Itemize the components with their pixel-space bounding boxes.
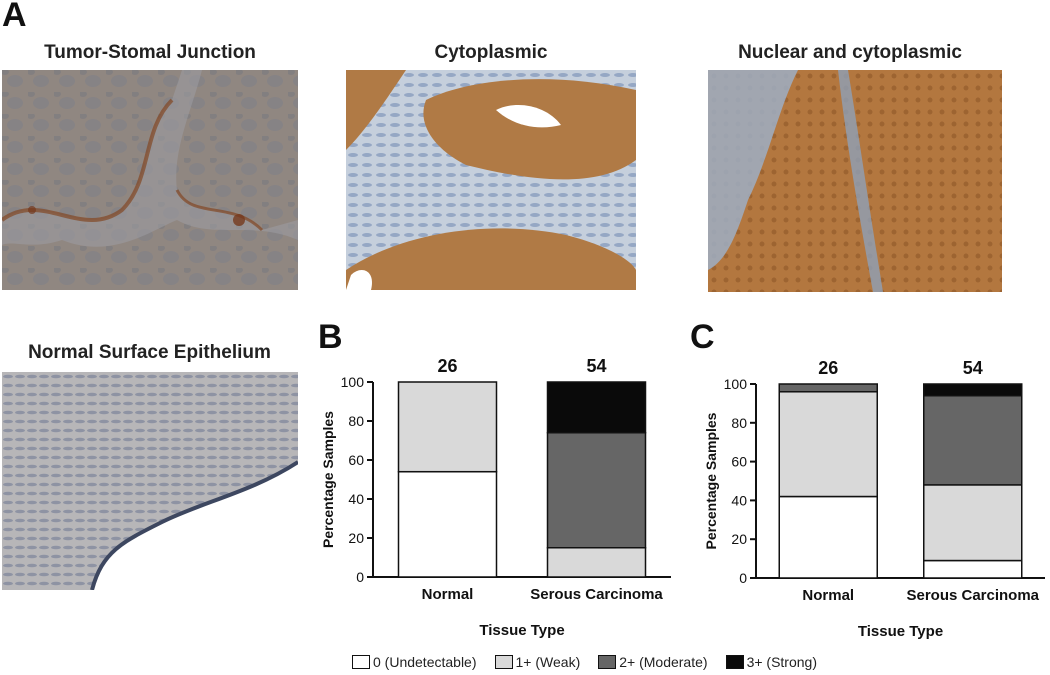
panel-letter-c: C: [690, 318, 715, 356]
micrograph-normal-surface-epithelium: [2, 372, 298, 590]
micrograph-title-tumor-stromal: Tumor-Stomal Junction: [44, 42, 256, 63]
bar-segment: [778, 391, 878, 498]
y-tick-label: 60: [348, 452, 364, 468]
y-tick-label: 20: [348, 530, 364, 546]
x-axis-title: Tissue Type: [479, 622, 564, 639]
bar-segment: [546, 547, 647, 578]
bar-segment: [923, 394, 1023, 486]
legend-item-undetectable: 0 (Undetectable): [352, 654, 477, 670]
micrograph-title-cytoplasmic: Cytoplasmic: [434, 42, 548, 63]
bar-segment: [546, 381, 647, 434]
y-tick-label: 40: [348, 491, 364, 507]
chart-legend: 0 (Undetectable) 1+ (Weak) 2+ (Moderate)…: [352, 654, 835, 670]
bar-segment: [778, 495, 878, 579]
sample-count-label: 26: [818, 358, 838, 378]
micrograph-nuclear-cytoplasmic: [708, 70, 1002, 292]
legend-swatch-moderate: [598, 655, 617, 669]
legend-item-moderate: 2+ (Moderate): [598, 654, 708, 670]
x-tick-label: Normal: [422, 586, 474, 603]
y-tick-label: 100: [341, 374, 365, 390]
legend-label-undetectable: 0 (Undetectable): [373, 654, 477, 670]
sample-count-label: 54: [586, 356, 606, 376]
legend-item-strong: 3+ (Strong): [725, 654, 817, 670]
legend-item-weak: 1+ (Weak): [494, 654, 581, 670]
y-tick-label: 40: [731, 492, 747, 508]
bar-segment: [546, 431, 647, 549]
bar-segment: [923, 383, 1023, 397]
y-axis-title: Percentage Samples: [703, 412, 719, 549]
micrograph-title-nuclear-cytoplasmic: Nuclear and cytoplasmic: [738, 42, 962, 63]
y-axis-title: Percentage Samples: [320, 411, 336, 548]
legend-label-strong: 3+ (Strong): [746, 654, 817, 670]
sample-count-label: 54: [963, 358, 983, 378]
y-tick-label: 20: [731, 531, 747, 547]
panel-letter-a: A: [2, 0, 27, 34]
micrograph-title-normal-epithelium: Normal Surface Epithelium: [28, 342, 271, 363]
bar-segment: [397, 470, 498, 578]
bar-segment: [778, 383, 878, 393]
x-axis-title: Tissue Type: [858, 623, 943, 640]
legend-swatch-weak: [494, 655, 513, 669]
sample-count-label: 26: [437, 356, 457, 376]
legend-label-moderate: 2+ (Moderate): [619, 654, 708, 670]
micrograph-cytoplasmic: [346, 70, 636, 290]
y-tick-label: 60: [731, 454, 747, 470]
legend-swatch-strong: [725, 655, 744, 669]
y-tick-label: 0: [356, 569, 364, 585]
x-tick-label: Serous Carcinoma: [906, 587, 1039, 604]
legend-label-weak: 1+ (Weak): [515, 654, 581, 670]
bar-segment: [923, 484, 1023, 562]
legend-swatch-undetectable: [352, 655, 370, 669]
y-tick-label: 80: [731, 415, 747, 431]
bar-segment: [397, 381, 498, 473]
panel-letter-b: B: [318, 318, 343, 356]
micrograph-tumor-stromal-junction: [2, 70, 298, 290]
y-tick-label: 100: [724, 376, 748, 392]
y-tick-label: 0: [739, 570, 747, 586]
bar-segment: [923, 559, 1023, 579]
x-tick-label: Normal: [802, 587, 854, 604]
x-tick-label: Serous Carcinoma: [530, 586, 663, 603]
y-tick-label: 80: [348, 413, 364, 429]
